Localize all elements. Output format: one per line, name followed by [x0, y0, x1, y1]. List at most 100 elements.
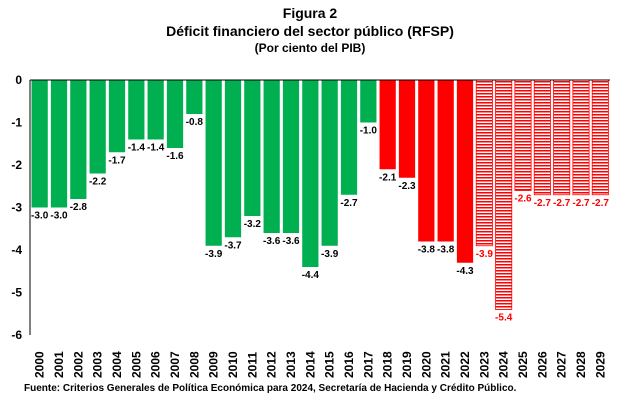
y-axis-tick-labels: 0 -1 -2 -3 -4 -5 -6 [11, 73, 22, 342]
x-tick-label: 2001 [52, 351, 66, 378]
y-tick-label: -1 [11, 116, 22, 130]
y-tick-label: -2 [11, 158, 22, 172]
y-tick-label: -3 [11, 201, 22, 215]
bar-2027 [553, 79, 571, 196]
x-tick-label: 2014 [303, 351, 317, 378]
x-tick-label: 2003 [91, 351, 105, 378]
x-tick-label: 2002 [71, 351, 85, 378]
x-tick-label: 2008 [187, 351, 201, 378]
x-axis-tick-labels: 2000 2001 2002 2003 2004 2005 2006 2007 2008 2009… [33, 351, 608, 378]
x-tick-label: 2004 [110, 351, 124, 378]
bar-2012 [263, 80, 280, 233]
y-tick-label: 0 [15, 73, 22, 87]
bar-2023 [475, 79, 493, 247]
chart-unit-note: (Por ciento del PIB) [254, 41, 366, 55]
source-note: Fuente: Criterios Generales de Política … [24, 383, 517, 394]
x-tick-label: 2010 [226, 351, 240, 378]
bar-2020 [418, 80, 435, 242]
bar-2010 [224, 80, 242, 238]
bar-2006 [147, 80, 164, 140]
bar-2028 [572, 79, 590, 196]
data-label: -3.8 [418, 245, 436, 256]
y-tick-label: -6 [11, 328, 22, 342]
x-tick-label: 2025 [516, 351, 530, 378]
bar-2026 [533, 79, 551, 196]
chart-title: Figura 2 [282, 5, 338, 21]
data-label: -4.3 [456, 266, 474, 277]
bar-2003 [89, 80, 106, 174]
data-label: -0.8 [186, 117, 204, 128]
data-label: -3.0 [31, 211, 49, 222]
y-tick-label: -5 [11, 286, 22, 300]
data-label: -3.9 [321, 249, 339, 260]
x-tick-label: 2011 [245, 352, 259, 378]
bar-2025 [514, 79, 532, 191]
x-tick-label: 2028 [574, 351, 588, 378]
data-label: -4.4 [302, 270, 320, 281]
bar-2009 [205, 80, 222, 246]
data-label: -1.6 [166, 151, 184, 162]
x-tick-label: 2024 [497, 351, 511, 378]
bar-2005 [128, 80, 145, 140]
data-labels: -3.0 -3.0-2.8-2.2-1.7-1.4 -1.4-1.6-0.8-3.9… [31, 117, 609, 324]
data-label: -3.7 [224, 240, 242, 251]
bar-2011 [244, 80, 261, 216]
bar-2008 [186, 80, 203, 114]
data-label: -2.7 [340, 198, 358, 209]
x-tick-label: 2026 [535, 351, 549, 378]
bar-2022 [456, 80, 474, 263]
x-tick-label: 2021 [439, 351, 453, 378]
data-label: -3.0 [50, 211, 68, 222]
bar-2002 [70, 80, 87, 199]
data-label: -2.7 [592, 198, 610, 209]
bars-group [31, 79, 609, 310]
x-tick-label: 2009 [207, 351, 221, 378]
bar-2000 [31, 80, 48, 208]
data-label: -1.4 [128, 143, 146, 154]
data-label: -2.7 [534, 198, 552, 209]
data-label: -2.6 [514, 194, 532, 205]
bar-2024 [495, 79, 513, 310]
y-tick-label: -4 [11, 243, 22, 257]
x-tick-label: 2022 [458, 351, 472, 378]
data-label: -1.7 [108, 155, 126, 166]
x-tick-label: 2027 [555, 351, 569, 378]
data-label: -1.4 [147, 143, 165, 154]
x-tick-label: 2012 [265, 351, 279, 378]
data-label: -2.7 [572, 198, 590, 209]
x-tick-label: 2018 [381, 351, 395, 378]
x-tick-label: 2029 [593, 351, 607, 378]
x-tick-label: 2016 [342, 351, 356, 378]
bar-2017 [360, 80, 377, 123]
bar-2018 [379, 80, 396, 170]
x-tick-label: 2005 [129, 351, 143, 378]
data-label: -3.9 [476, 249, 494, 260]
x-tick-label: 2007 [168, 351, 182, 378]
chart-titles: Figura 2 Déficit financiero del sector p… [0, 4, 620, 56]
data-label: -2.7 [553, 198, 571, 209]
x-tick-label: 2017 [361, 351, 375, 378]
data-label: -1.0 [360, 126, 378, 137]
bar-2016 [340, 80, 358, 195]
bar-2014 [302, 80, 319, 267]
bar-2007 [166, 80, 184, 148]
data-label: -3.6 [282, 236, 300, 247]
x-tick-label: 2015 [323, 351, 337, 378]
chart-subtitle: Déficit financiero del sector público (R… [166, 23, 454, 39]
x-tick-label: 2000 [33, 351, 47, 378]
bar-2004 [108, 80, 126, 153]
data-label: -2.3 [398, 181, 416, 192]
data-label: -3.6 [263, 236, 281, 247]
data-label: -3.8 [437, 245, 455, 256]
bar-2013 [282, 80, 300, 233]
data-label: -2.8 [70, 202, 88, 213]
bar-2015 [321, 80, 338, 246]
x-tick-label: 2006 [149, 351, 163, 378]
x-tick-label: 2019 [400, 351, 414, 378]
data-label: -5.4 [495, 313, 513, 324]
bar-2001 [50, 80, 68, 208]
x-tick-label: 2013 [284, 351, 298, 378]
bar-2019 [398, 80, 416, 178]
data-label: -3.2 [244, 219, 262, 230]
